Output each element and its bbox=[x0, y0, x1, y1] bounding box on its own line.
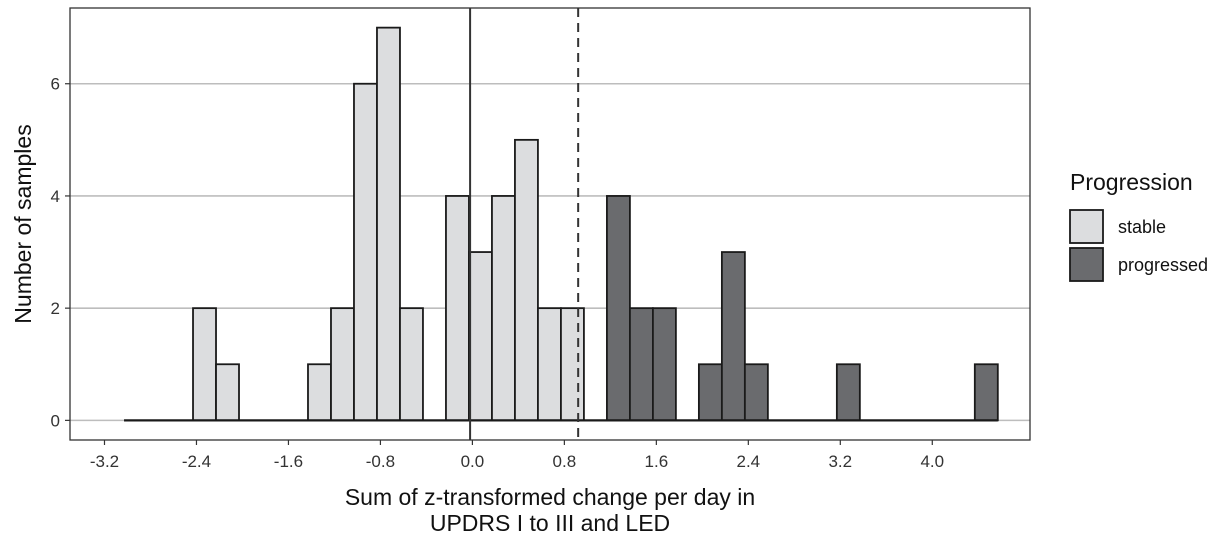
bar-stable bbox=[514, 138, 539, 422]
x-tick-label: 0.8 bbox=[553, 452, 577, 471]
reference-lines bbox=[469, 8, 580, 440]
y-tick-label: 2 bbox=[51, 299, 60, 318]
y-tick-label: 6 bbox=[51, 75, 60, 94]
bar-stable bbox=[353, 82, 378, 422]
bar-progressed bbox=[973, 363, 999, 422]
bar-progressed bbox=[606, 195, 631, 422]
bar-progressed bbox=[743, 363, 769, 422]
y-axis: 0 2 4 6 bbox=[51, 75, 70, 430]
x-tick-label: 2.4 bbox=[737, 452, 761, 471]
bars bbox=[124, 26, 999, 422]
bar-stable bbox=[192, 307, 217, 422]
plot-panel-border bbox=[69, 7, 1031, 441]
bar-stable bbox=[399, 307, 424, 422]
bar-progressed bbox=[651, 307, 677, 422]
legend-key-stable bbox=[1069, 209, 1104, 244]
bar-stable bbox=[307, 363, 332, 422]
x-tick-label: -3.2 bbox=[90, 452, 119, 471]
x-axis-title-line-1: Sum of z-transformed change per day in bbox=[345, 484, 755, 510]
x-tick-label: 3.2 bbox=[828, 452, 852, 471]
bar-stable bbox=[215, 363, 240, 422]
x-tick-label: 0.0 bbox=[461, 452, 485, 471]
bar-stable bbox=[468, 251, 493, 422]
bar-progressed bbox=[720, 251, 746, 422]
bar-stable bbox=[376, 26, 401, 422]
legend-key-progressed bbox=[1069, 247, 1104, 282]
bar-progressed bbox=[697, 363, 723, 422]
x-tick-label: -1.6 bbox=[274, 452, 303, 471]
bar-stable bbox=[445, 195, 470, 422]
legend-label-progressed: progressed bbox=[1118, 255, 1208, 275]
bar-stable bbox=[537, 307, 562, 422]
bar-stable bbox=[560, 307, 585, 422]
bar-stable bbox=[330, 307, 355, 422]
x-tick-label: -2.4 bbox=[182, 452, 211, 471]
x-axis: -3.2 -2.4 -1.6 -0.8 0.0 0.8 1.6 2.4 3.2 4.0 bbox=[90, 440, 944, 471]
y-tick-label: 4 bbox=[51, 187, 60, 206]
x-tick-label: 1.6 bbox=[645, 452, 669, 471]
y-axis-title: Number of samples bbox=[10, 124, 36, 323]
legend-title: Progression bbox=[1070, 169, 1193, 195]
x-tick-label: -0.8 bbox=[366, 452, 395, 471]
bar-progressed bbox=[629, 307, 654, 422]
legend-label-stable: stable bbox=[1118, 217, 1166, 237]
y-tick-label: 0 bbox=[51, 411, 60, 430]
bar-progressed bbox=[835, 363, 861, 422]
legend: Progression stable progressed bbox=[1069, 169, 1208, 282]
x-axis-title-line-2: UPDRS I to III and LED bbox=[430, 510, 670, 536]
x-tick-label: 4.0 bbox=[920, 452, 944, 471]
bar-stable bbox=[491, 195, 516, 422]
